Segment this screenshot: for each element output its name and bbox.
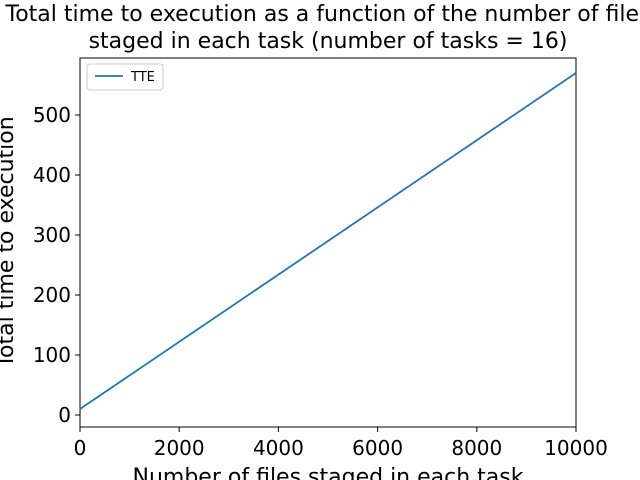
plot-frame: [79, 57, 577, 428]
legend-label-tte: TTE: [130, 70, 155, 85]
y-tick-label: 200: [33, 283, 71, 307]
y-tick-label: 500: [33, 103, 71, 127]
y-axis-label: Total time to execution: [0, 116, 19, 368]
legend: TTE: [86, 63, 164, 91]
legend-box: [86, 63, 164, 91]
y-tick-label: 0: [58, 403, 71, 427]
x-tick-label: 6000: [352, 436, 403, 460]
x-axis-ticks: 0 2000 4000 6000 8000 10000: [74, 427, 608, 460]
y-axis-ticks: 0 100 200 300 400 500: [33, 103, 80, 427]
x-tick-label: 10000: [544, 436, 608, 460]
y-tick-label: 400: [33, 163, 71, 187]
series-layer: [79, 72, 577, 410]
y-tick-label: 300: [33, 223, 71, 247]
x-tick-label: 0: [74, 436, 87, 460]
chart-title-line-1: Total time to execution as a function of…: [5, 2, 640, 27]
x-tick-label: 2000: [154, 436, 205, 460]
x-axis-label: Number of files staged in each task: [133, 465, 524, 480]
x-tick-label: 8000: [451, 436, 502, 460]
series-line-tte: [79, 72, 577, 410]
x-tick-label: 4000: [253, 436, 304, 460]
chart-title-line-2: staged in each task (number of tasks = 1…: [89, 29, 568, 54]
y-tick-label: 100: [33, 343, 71, 367]
